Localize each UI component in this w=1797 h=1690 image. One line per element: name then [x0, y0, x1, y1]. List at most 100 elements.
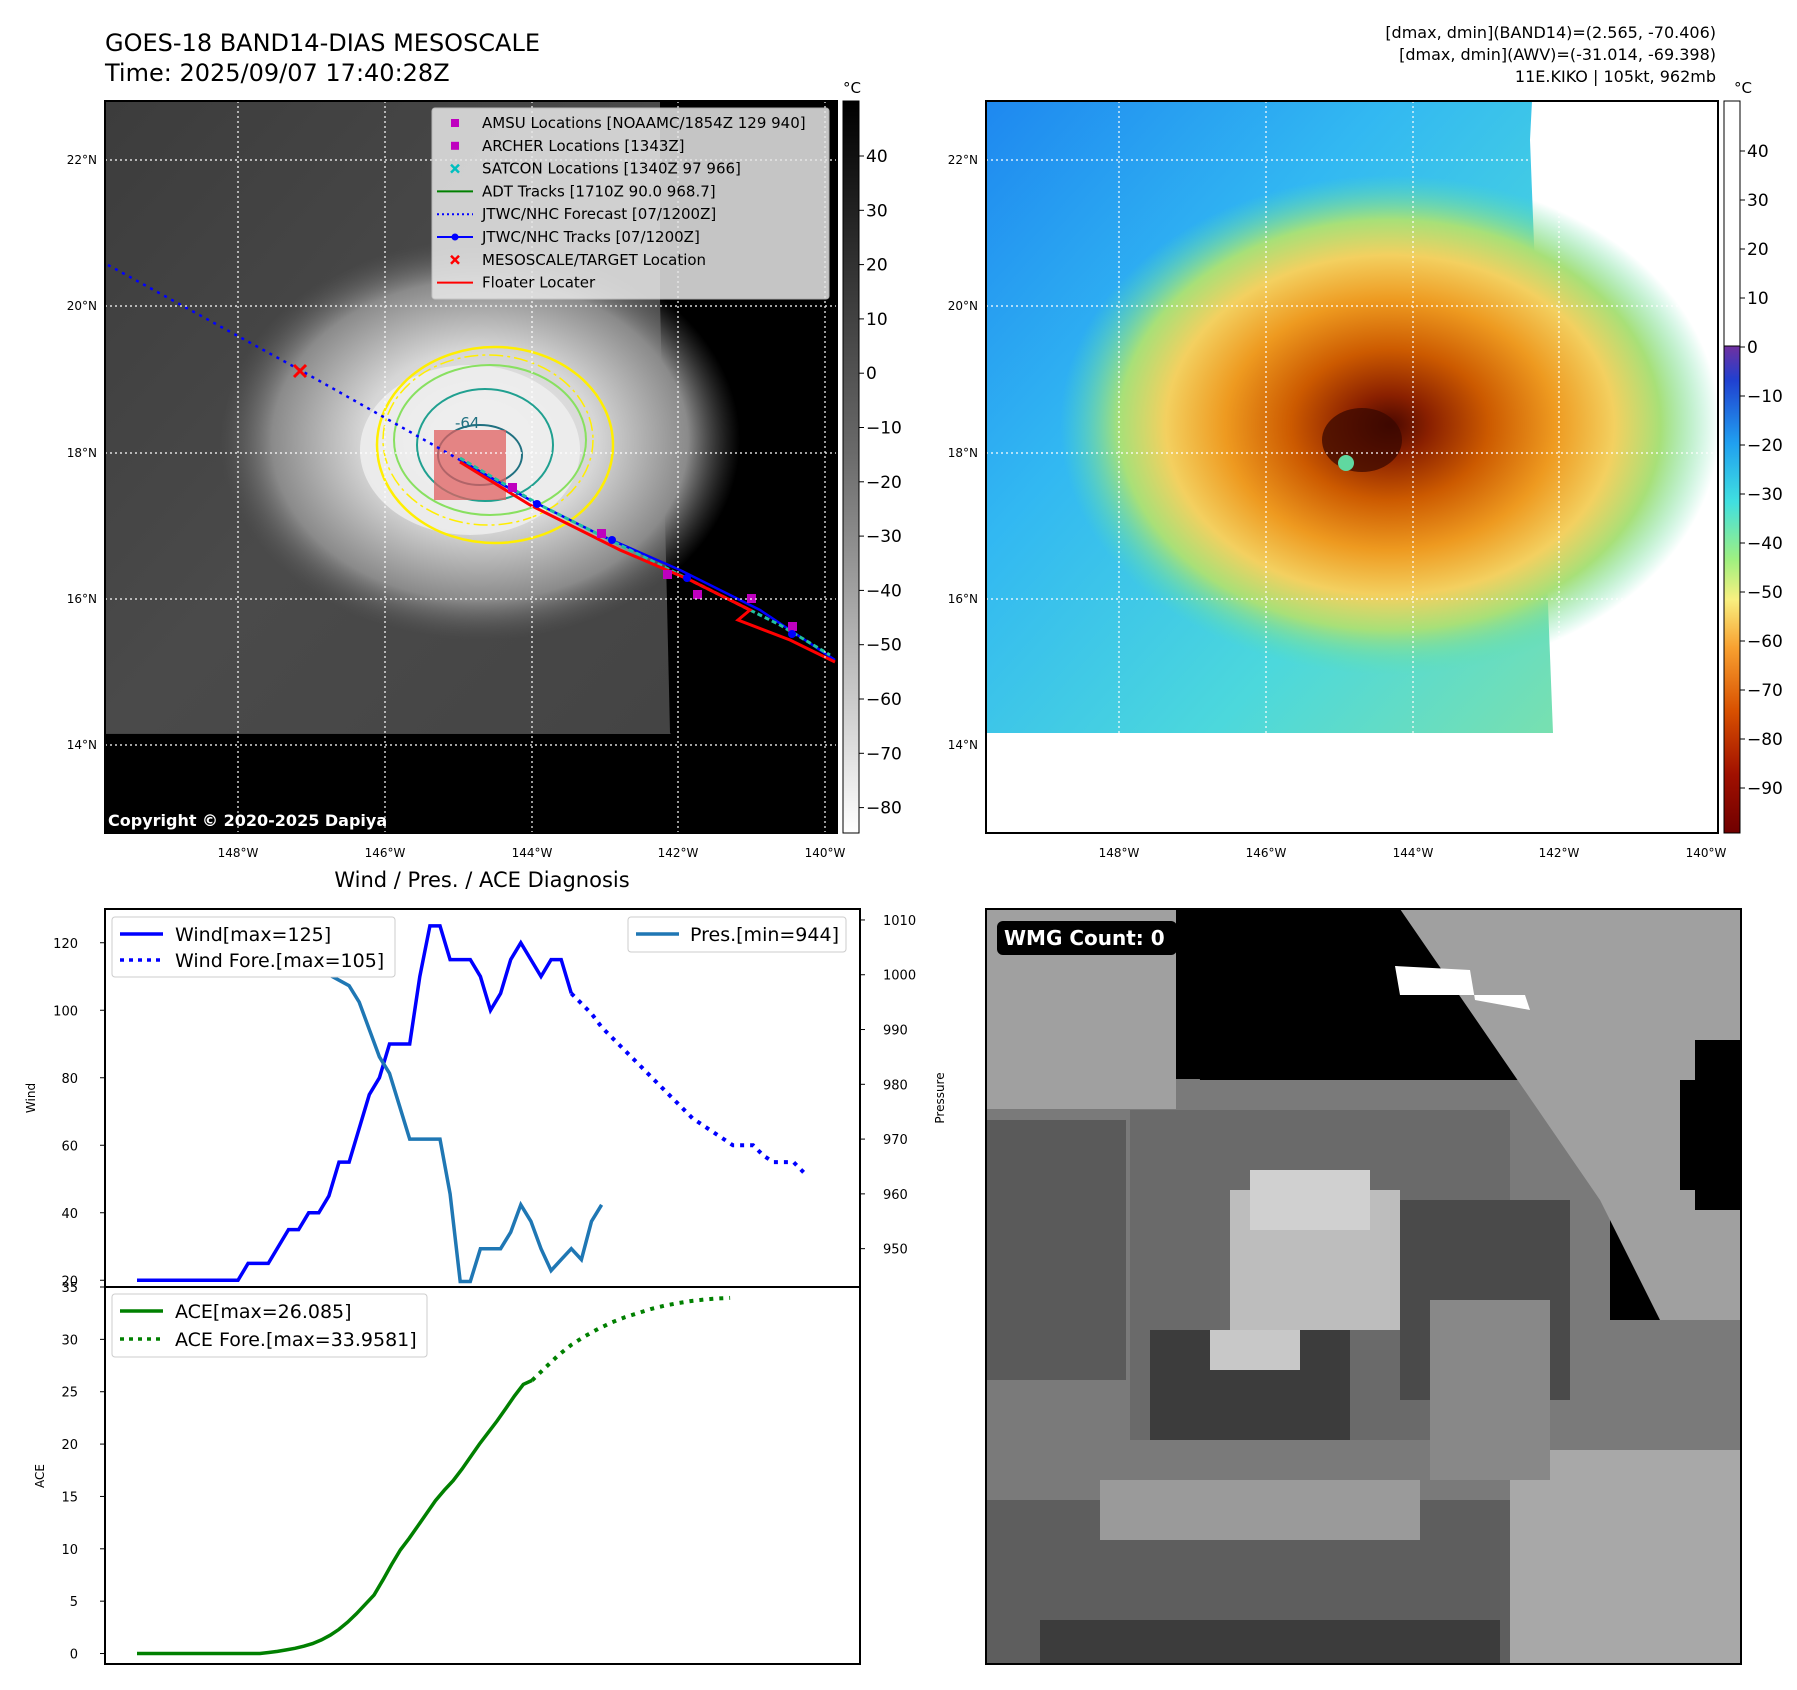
ace-line: [137, 1378, 533, 1656]
wind-ytick: 100: [53, 1004, 78, 1019]
pressure-ytick: 990: [883, 1024, 908, 1039]
pressure-ytick: 960: [883, 1188, 908, 1203]
ace-legend-label: ACE Fore.[max=33.9581]: [175, 1329, 417, 1351]
lat-tick-left: 14°N: [67, 738, 97, 752]
ir-colorbar-unit: °C: [843, 79, 861, 97]
wind-ytick: 20: [61, 1274, 78, 1289]
awv-colorbar-tick: −10: [1747, 387, 1783, 407]
legend-entry: JTWC/NHC Forecast [07/1200Z]: [437, 205, 716, 223]
contour-teal: [416, 388, 554, 502]
ir-colorbar-tick: −60: [866, 690, 902, 710]
lat-tick-right: 22°N: [948, 153, 978, 167]
legend-label: MESOSCALE/TARGET Location: [482, 251, 706, 269]
legend-entry: JTWC/NHC Tracks [07/1200Z]: [437, 228, 700, 246]
wind-legend-label: Wind[max=125]: [175, 924, 331, 946]
ir-colorbar-tick: 20: [866, 256, 888, 276]
pressure-legend-label: Pres.[min=944]: [690, 924, 839, 946]
awv-colorbar: °C 40 30 20 10 0 −10 −20 −30 −40 −50 −60 −70 −80 −90: [1723, 79, 1783, 834]
lat-tick-left: 22°N: [67, 153, 97, 167]
ace-legend-label: ACE[max=26.085]: [175, 1301, 352, 1323]
contour-green: [393, 364, 587, 516]
ir-legend: AMSU Locations [NOAAMC/1854Z 129 940] ARC…: [431, 107, 830, 300]
figure-time: Time: 2025/09/07 17:40:28Z: [104, 59, 450, 87]
lat-tick-right: 18°N: [948, 446, 978, 460]
contour-label: -64: [455, 414, 480, 432]
wind-ytick: 60: [61, 1139, 78, 1154]
diagnosis-title: Wind / Pres. / ACE Diagnosis: [334, 868, 629, 892]
awv-colorbar-tick: 10: [1747, 289, 1769, 309]
lat-tick-left: 18°N: [67, 446, 97, 460]
legend-label: JTWC/NHC Forecast [07/1200Z]: [481, 205, 716, 223]
copyright: Copyright © 2020-2025 Dapiya: [108, 811, 387, 830]
ir-colorbar: °C 40 30 20 10 0 −10 −20 −30 −40 −50 −60 −70 −80: [842, 79, 902, 834]
awv-colorbar-tick: 30: [1747, 191, 1769, 211]
ir-colorbar-tick: −10: [866, 419, 902, 439]
wind-pressure-chart: 20 40 60 80 100 120 950 960 970 980 990 1000 1010 Win…: [24, 908, 947, 1289]
awv-map: [985, 100, 1719, 834]
legend-entry: MESOSCALE/TARGET Location: [450, 251, 706, 269]
ir-colorbar-tick: 0: [866, 364, 877, 384]
pressure-ytick: 970: [883, 1133, 908, 1148]
awv-colorbar-tick: −20: [1747, 436, 1783, 456]
ace-ytick: 30: [61, 1333, 78, 1348]
ir-colorbar-tick: 40: [866, 147, 888, 167]
legend-entry: ADT Tracks [1710Z 90.0 968.7]: [437, 182, 716, 200]
wind-legend-label: Wind Fore.[max=105]: [175, 950, 384, 972]
lon-tick-left: 148°W: [218, 846, 259, 860]
ir-colorbar-tick: −70: [866, 744, 902, 764]
awv-colorbar-tick: −70: [1747, 681, 1783, 701]
pressure-ytick: 980: [883, 1078, 908, 1093]
legend-label: ADT Tracks [1710Z 90.0 968.7]: [482, 182, 716, 200]
ace-ytick: 15: [61, 1490, 78, 1505]
contour-yellow: [375, 345, 615, 545]
ace-ytick: 10: [61, 1543, 78, 1558]
pressure-ytick: 950: [883, 1243, 908, 1258]
legend-entry: ARCHER Locations [1343Z]: [451, 137, 685, 155]
legend-label: AMSU Locations [NOAAMC/1854Z 129 940]: [482, 114, 806, 132]
legend-entry: Floater Locater: [437, 274, 596, 292]
lon-tick-right: 144°W: [1393, 846, 1434, 860]
awv-colorbar-tick: −80: [1747, 730, 1783, 750]
lon-tick-right: 146°W: [1246, 846, 1287, 860]
lat-tick-right: 16°N: [948, 592, 978, 606]
ir-colorbar-tick: 10: [866, 310, 888, 330]
stats-band14: [dmax, dmin](BAND14)=(2.565, -70.406): [1385, 23, 1716, 42]
wind-ytick: 40: [61, 1207, 78, 1222]
awv-colorbar-tick: −30: [1747, 485, 1783, 505]
legend-label: Floater Locater: [482, 274, 596, 292]
lat-tick-right: 14°N: [948, 738, 978, 752]
ace-ytick: 25: [61, 1386, 78, 1401]
lon-tick-right: 140°W: [1686, 846, 1727, 860]
legend-label: SATCON Locations [1340Z 97 966]: [482, 160, 741, 178]
lon-tick-left: 144°W: [512, 846, 553, 860]
pressure-legend: Pres.[min=944]: [627, 916, 847, 953]
ace-ytick: 0: [70, 1648, 78, 1663]
floater-track: [459, 460, 836, 664]
wind-ytick: 80: [61, 1072, 78, 1087]
ace-legend: ACE[max=26.085] ACE Fore.[max=33.9581]: [111, 1293, 428, 1358]
lon-tick-left: 140°W: [805, 846, 846, 860]
awv-colorbar-tick: −50: [1747, 583, 1783, 603]
figure-title: GOES-18 BAND14-DIAS MESOSCALE: [105, 29, 540, 57]
target-marker: [292, 363, 308, 379]
ir-colorbar-tick: 30: [866, 201, 888, 221]
legend-label: ARCHER Locations [1343Z]: [482, 137, 685, 155]
legend-entry: AMSU Locations [NOAAMC/1854Z 129 940]: [451, 114, 806, 132]
ace-chart: 0 5 10 15 20 25 30 35 ACE[max=26.085] ACE Fore.[m…: [33, 1281, 861, 1665]
legend-entry: SATCON Locations [1340Z 97 966]: [450, 160, 741, 178]
pressure-ylabel: Pressure: [933, 1072, 947, 1123]
lon-tick-left: 142°W: [658, 846, 699, 860]
awv-colorbar-tick: −60: [1747, 632, 1783, 652]
ir-colorbar-tick: −40: [866, 581, 902, 601]
ir-colorbar-tick: −30: [866, 527, 902, 547]
ir-colorbar-tick: −50: [866, 636, 902, 656]
wmg-count-label: WMG Count: 0: [1004, 926, 1165, 950]
awv-colorbar-tick: 20: [1747, 240, 1769, 260]
stats-awv: [dmax, dmin](AWV)=(-31.014, -69.398): [1399, 45, 1716, 64]
wind-ylabel: Wind: [24, 1083, 38, 1113]
wind-ytick: 120: [53, 937, 78, 952]
ir-colorbar-tick: −80: [866, 799, 902, 819]
lon-tick-left: 146°W: [365, 846, 406, 860]
awv-colorbar-tick: −40: [1747, 534, 1783, 554]
